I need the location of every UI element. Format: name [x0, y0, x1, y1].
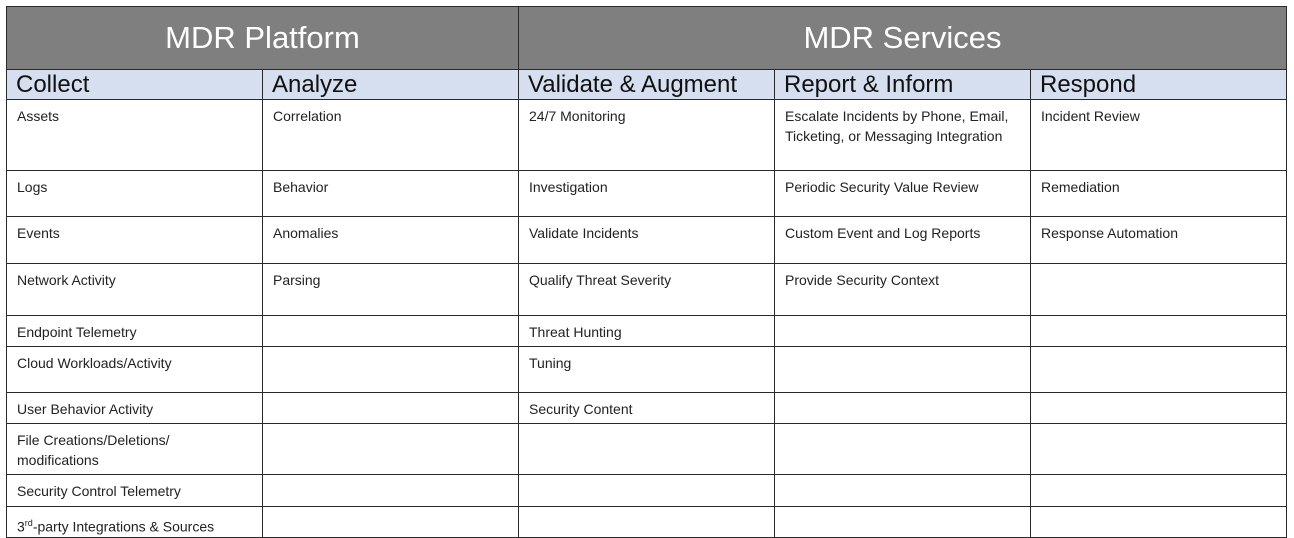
table-cell: Response Automation [1030, 216, 1287, 264]
table-row: Network Activity Parsing Qualify Threat Se… [6, 263, 1287, 316]
table-cell: Anomalies [262, 216, 519, 264]
table-row: Cloud Workloads/Activity Tuning [6, 346, 1287, 393]
table-cell [774, 315, 1031, 347]
table-cell [1030, 392, 1287, 424]
table-row: Endpoint Telemetry Threat Hunting [6, 315, 1287, 347]
table-cell [262, 506, 519, 538]
table-cell: File Creations/Deletions/ modifications [6, 423, 263, 475]
table-cell: Correlation [262, 99, 519, 171]
group-header-row: MDR Platform MDR Services [6, 6, 1287, 70]
table-row: Events Anomalies Validate Incidents Custom … [6, 216, 1287, 264]
table-cell [774, 423, 1031, 475]
table-cell: Security Content [518, 392, 775, 424]
column-header-collect: Collect [6, 69, 263, 100]
table-cell: Assets [6, 99, 263, 171]
table-cell [262, 315, 519, 347]
table-cell [1030, 263, 1287, 316]
cell-rest: -party Integrations & Sources [32, 518, 215, 535]
table-cell [774, 392, 1031, 424]
table-cell: Logs [6, 170, 263, 217]
cell-num: 3 [17, 518, 25, 535]
table-row: Security Control Telemetry [6, 474, 1287, 507]
table-cell: Threat Hunting [518, 315, 775, 347]
table-cell: Endpoint Telemetry [6, 315, 263, 347]
cell-sup: rd [24, 518, 33, 528]
table-cell [774, 346, 1031, 393]
table-cell: Remediation [1030, 170, 1287, 217]
group-header-platform: MDR Platform [6, 6, 519, 70]
table-cell: Escalate Incidents by Phone, Email, Tick… [774, 99, 1031, 171]
table-cell: 24/7 Monitoring [518, 99, 775, 171]
table-cell [262, 474, 519, 507]
table-cell [1030, 315, 1287, 347]
table-cell: User Behavior Activity [6, 392, 263, 424]
table-cell [262, 392, 519, 424]
table-cell: Investigation [518, 170, 775, 217]
column-header-analyze: Analyze [262, 69, 519, 100]
table-cell: Incident Review [1030, 99, 1287, 171]
table-cell: Custom Event and Log Reports [774, 216, 1031, 264]
table-cell [1030, 474, 1287, 507]
table-cell [774, 474, 1031, 507]
table-cell [518, 474, 775, 507]
table-row: Logs Behavior Investigation Periodic Securi… [6, 170, 1287, 217]
table-cell [1030, 506, 1287, 538]
table-cell: Provide Security Context [774, 263, 1031, 316]
table-cell [262, 423, 519, 475]
table-cell: 3rd-party Integrations & Sources [6, 506, 263, 538]
table-cell: Periodic Security Value Review [774, 170, 1031, 217]
column-header-respond: Respond [1030, 69, 1287, 100]
column-header-report: Report & Inform [774, 69, 1031, 100]
table-row: File Creations/Deletions/ modifications [6, 423, 1287, 475]
table-cell: Tuning [518, 346, 775, 393]
table-row: Assets Correlation 24/7 Monitoring Escalate… [6, 99, 1287, 171]
table-row: User Behavior Activity Security Content [6, 392, 1287, 424]
table-cell: Network Activity [6, 263, 263, 316]
table-cell: Parsing [262, 263, 519, 316]
table-cell: Qualify Threat Severity [518, 263, 775, 316]
table-cell [518, 423, 775, 475]
table-cell: Validate Incidents [518, 216, 775, 264]
table-cell: Behavior [262, 170, 519, 217]
table-row: 3rd-party Integrations & Sources [6, 506, 1287, 538]
group-header-services: MDR Services [518, 6, 1287, 70]
table-cell: Events [6, 216, 263, 264]
table-cell: Cloud Workloads/Activity [6, 346, 263, 393]
mdr-table: MDR Platform MDR Services Collect Analyz… [6, 6, 1287, 538]
table-cell: Security Control Telemetry [6, 474, 263, 507]
table-cell [774, 506, 1031, 538]
table-cell [1030, 423, 1287, 475]
table-cell [1030, 346, 1287, 393]
table-cell [518, 506, 775, 538]
table-cell [262, 346, 519, 393]
column-header-row: Collect Analyze Validate & Augment Repor… [6, 69, 1287, 100]
column-header-validate: Validate & Augment [518, 69, 775, 100]
